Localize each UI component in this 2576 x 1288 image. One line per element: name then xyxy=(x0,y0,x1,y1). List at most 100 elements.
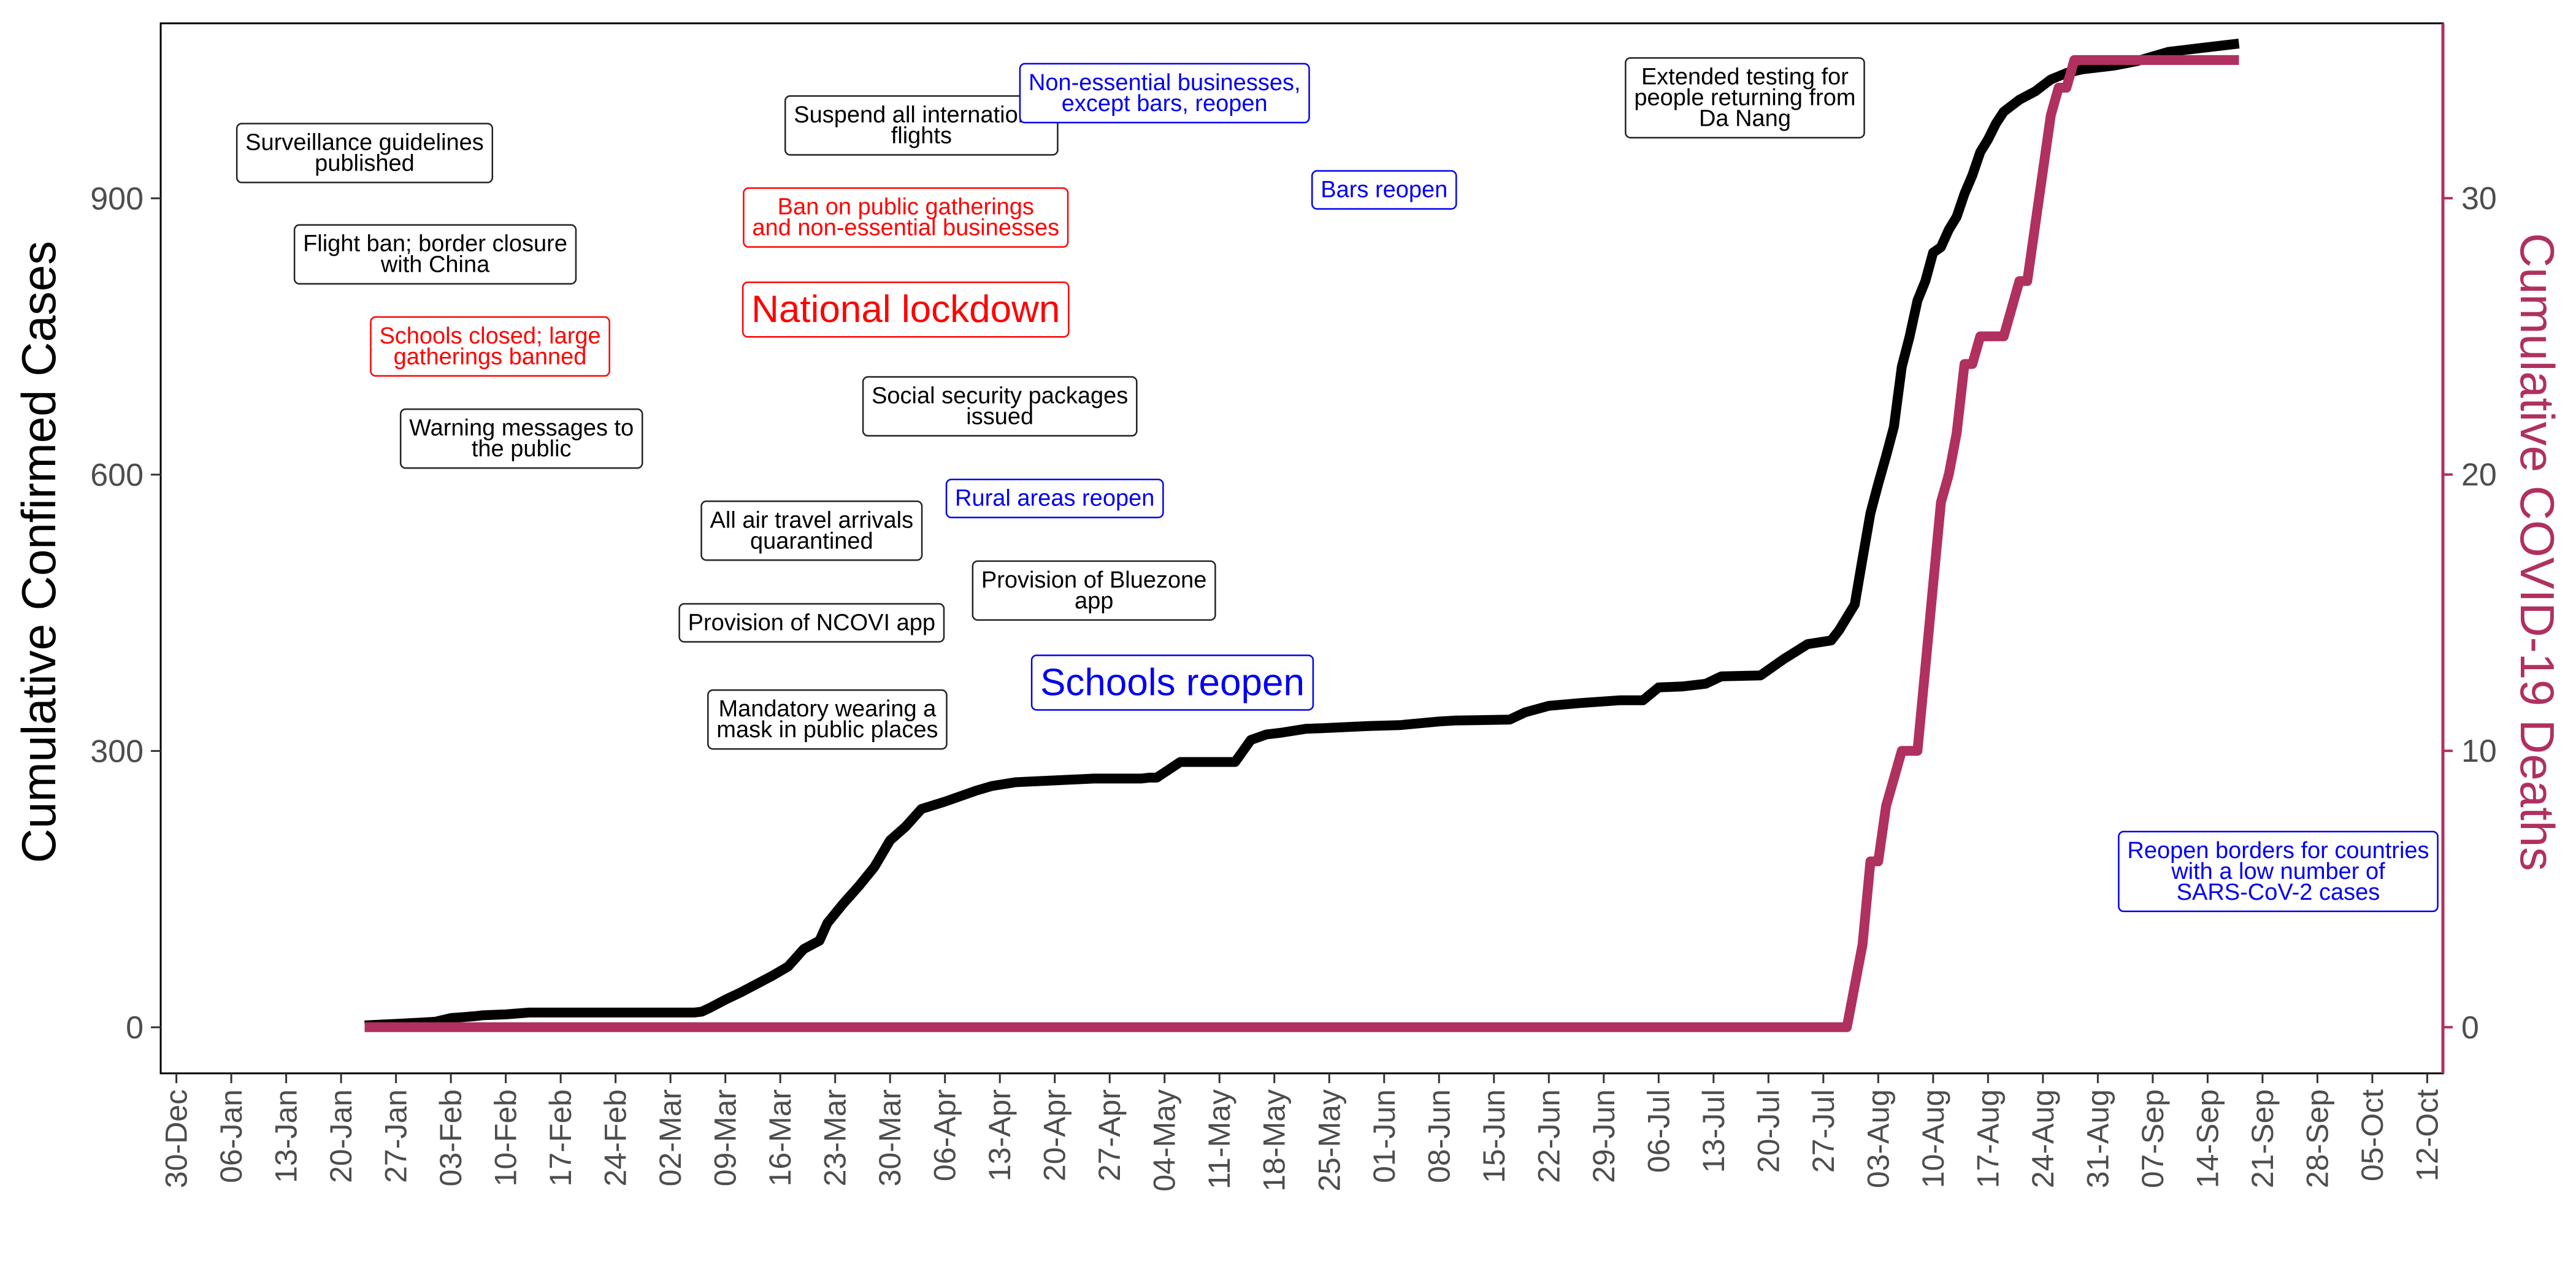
annotation-box xyxy=(1030,654,1314,711)
annotation-text: Warning messages to xyxy=(409,415,634,441)
annotation-box xyxy=(293,224,577,285)
annotation-box xyxy=(972,560,1216,621)
annotation-box xyxy=(743,187,1069,248)
x-tick-label: 30-Dec xyxy=(159,1089,194,1188)
x-tick-label: 09-Mar xyxy=(708,1089,743,1186)
annotation-box xyxy=(1625,57,1865,139)
x-tick-label: 06-Apr xyxy=(928,1089,962,1181)
x-tick-label: 30-Mar xyxy=(873,1089,907,1186)
x-tick-label: 17-Feb xyxy=(543,1089,578,1186)
annotation-box xyxy=(784,95,1059,156)
annotation-box xyxy=(742,281,1070,338)
cases-line xyxy=(364,39,2240,1030)
annotation-text: Extended testing for xyxy=(1641,64,1849,90)
x-tick-label: 12-Oct xyxy=(2410,1089,2444,1181)
x-tick-label: 01-Jun xyxy=(1367,1089,1401,1183)
x-tick-label: 27-Apr xyxy=(1092,1089,1127,1181)
annotation-box xyxy=(700,500,923,561)
annotation-box xyxy=(1311,170,1457,210)
annotation-box xyxy=(399,408,643,469)
annotation-text: Suspend all international xyxy=(794,102,1049,128)
x-tick-label: 03-Feb xyxy=(434,1089,468,1186)
annotation-text: National lockdown xyxy=(751,288,1060,331)
x-tick-label: 13-Apr xyxy=(983,1089,1017,1181)
annotation-text: Mandatory wearing a xyxy=(718,696,937,722)
y-tick-label: 600 xyxy=(90,458,144,493)
x-tick-label: 06-Jul xyxy=(1641,1089,1676,1173)
deaths-line xyxy=(364,55,2239,1032)
x-tick-label: 10-Aug xyxy=(1916,1089,1950,1188)
annotation-text: Rural areas reopen xyxy=(955,486,1154,512)
annotation-text: Schools reopen xyxy=(1040,661,1305,703)
x-tick-label: 28-Sep xyxy=(2300,1089,2334,1188)
x-tick-label: 24-Aug xyxy=(2026,1089,2060,1188)
y2-tick-label: 30 xyxy=(2461,181,2497,217)
annotation-text: Social security packages xyxy=(872,383,1128,409)
x-tick-label: 31-Aug xyxy=(2080,1089,2115,1188)
annotation-label: Rural areas reopen xyxy=(945,478,1164,518)
series-layer xyxy=(364,39,2240,1032)
annotation-text: app xyxy=(1075,588,1113,614)
x-tick-label: 20-Jul xyxy=(1751,1089,1785,1173)
x-tick-label: 13-Jul xyxy=(1696,1089,1731,1173)
annotation-text: Provision of Bluezone xyxy=(981,567,1207,593)
annotation-text: except bars, reopen xyxy=(1062,91,1268,117)
x-tick-label: 17-Aug xyxy=(1971,1089,2005,1188)
x-tick-label: 25-May xyxy=(1312,1089,1346,1192)
annotation-box xyxy=(945,478,1164,518)
x-tick-label: 27-Jul xyxy=(1806,1089,1841,1173)
annotation-text: Non-essential businesses, xyxy=(1029,70,1301,96)
annotation-text: SARS-CoV-2 cases xyxy=(2177,880,2380,905)
annotation-text: published xyxy=(315,151,415,177)
annotation-text: Provision of NCOVI app xyxy=(688,610,935,635)
x-tick-label: 27-Jan xyxy=(379,1089,413,1183)
x-tick-label: 16-Mar xyxy=(763,1089,797,1186)
y-axis-title: Cumulative Confirmed Cases xyxy=(12,241,66,863)
x-tick-label: 07-Sep xyxy=(2136,1089,2170,1188)
x-tick-label: 22-Jun xyxy=(1531,1089,1566,1183)
y-tick-label: 300 xyxy=(90,734,144,769)
annotation-text: the public xyxy=(472,436,572,462)
annotation-text: Da Nang xyxy=(1699,105,1791,131)
x-tick-label: 06-Jan xyxy=(214,1089,248,1183)
x-tick-label: 05-Oct xyxy=(2355,1089,2390,1181)
x-tick-label: 02-Mar xyxy=(653,1089,688,1186)
annotation-label: Provision of NCOVI app xyxy=(678,603,945,643)
y2-tick-label: 0 xyxy=(2461,1010,2479,1046)
annotation-text: issued xyxy=(966,404,1033,430)
annotation-text: Surveillance guidelines xyxy=(245,130,484,156)
annotation-text: and non-essential businesses xyxy=(752,215,1059,241)
x-tick-label: 15-Jun xyxy=(1477,1089,1511,1183)
x-tick-label: 23-Mar xyxy=(818,1089,853,1186)
annotation-text: Schools closed; large xyxy=(379,323,600,349)
annotation-text: with China xyxy=(380,252,490,278)
annotation-label: National lockdown xyxy=(742,281,1070,338)
annotation-box xyxy=(1019,63,1310,124)
axes-layer: 30-Dec 06-Jan 13-Jan 20-Jan 27-Jan 03-Feb 10-F… xyxy=(90,22,2497,1192)
annotation-box xyxy=(707,689,948,750)
y-tick-label: 0 xyxy=(126,1010,144,1046)
x-tick-label: 18-May xyxy=(1257,1089,1292,1192)
y-tick-label: 900 xyxy=(90,181,144,217)
x-tick-label: 08-Jun xyxy=(1422,1089,1456,1183)
annotation-text: All air travel arrivals xyxy=(710,507,914,533)
annotation-text: Flight ban; border closure xyxy=(303,231,567,257)
annotation-text: gatherings banned xyxy=(394,344,587,370)
annotation-text: quarantined xyxy=(750,528,873,554)
x-tick-label: 14-Sep xyxy=(2190,1089,2225,1188)
x-tick-label: 29-Jun xyxy=(1587,1089,1621,1183)
y2-axis-title: Cumulative COVID-19 Deaths xyxy=(2510,233,2564,871)
annotation-box xyxy=(862,376,1138,437)
x-tick-label: 20-Apr xyxy=(1038,1089,1072,1181)
annotation-label: Schools reopen xyxy=(1030,654,1314,711)
